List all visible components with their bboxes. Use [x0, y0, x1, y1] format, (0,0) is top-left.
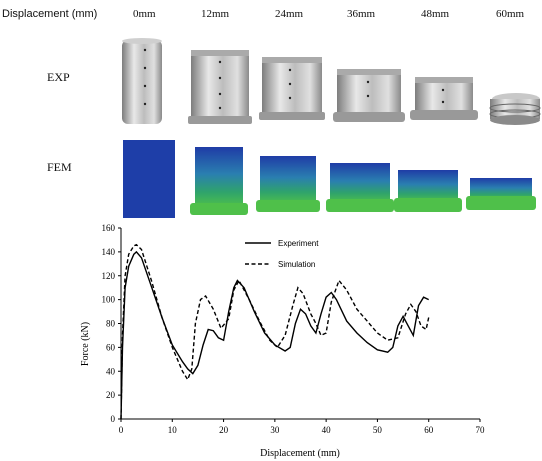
column-label-0mm: 0mm [133, 8, 156, 20]
exp-specimen-12mm [188, 50, 252, 124]
x-axis-label: Displacement (mm) [260, 448, 340, 459]
chart-series [120, 243, 430, 420]
x-tick-label: 60 [424, 425, 434, 435]
exp-specimen-0mm [122, 38, 162, 124]
exp-specimen-36mm [333, 69, 405, 122]
column-label-36mm: 36mm [347, 8, 376, 20]
exp-photos [122, 38, 541, 218]
x-tick-label: 40 [322, 425, 332, 435]
y-tick-label: 160 [102, 223, 116, 233]
legend-label-simulation: Simulation [278, 260, 315, 269]
y-axis-label: Force (kN) [80, 322, 91, 366]
chart-legend: Experiment Simulation [245, 239, 319, 269]
exp-specimen-24mm [259, 57, 325, 120]
x-tick-label: 50 [373, 425, 383, 435]
x-tick-label: 70 [476, 425, 486, 435]
fem-model-24mm [256, 156, 320, 212]
chart-axes [120, 228, 480, 420]
fem-model-12mm [190, 147, 248, 215]
chart-ticks: 0 10 20 30 40 50 60 70 0 20 40 60 80 100 120 140 160 [102, 223, 486, 435]
exp-specimen-60mm [489, 93, 541, 125]
y-tick-label: 60 [106, 342, 116, 352]
y-tick-label: 120 [102, 271, 116, 281]
displacement-header-title: Displacement (mm) [2, 8, 98, 20]
x-tick-label: 0 [119, 425, 124, 435]
y-tick-label: 140 [102, 247, 116, 257]
row-label-fem: FEM [47, 160, 72, 174]
column-label-24mm: 24mm [275, 8, 304, 20]
y-tick-label: 0 [111, 414, 116, 424]
legend-label-experiment: Experiment [278, 239, 319, 248]
exp-specimen-48mm [410, 77, 478, 120]
x-tick-label: 10 [168, 425, 178, 435]
column-label-48mm: 48mm [421, 8, 450, 20]
force-displacement-chart: 0 10 20 30 40 50 60 70 0 20 40 60 80 100 120 140 160 Exp… [80, 223, 486, 459]
y-tick-label: 80 [106, 319, 116, 329]
series-line-simulation [120, 243, 430, 420]
y-tick-label: 100 [102, 295, 116, 305]
x-tick-label: 20 [219, 425, 229, 435]
y-tick-label: 40 [106, 366, 116, 376]
x-tick-label: 30 [270, 425, 280, 435]
fem-model-36mm [326, 163, 394, 212]
row-label-exp: EXP [47, 70, 70, 84]
series-line-experiment [120, 250, 429, 420]
fem-model-0mm [123, 140, 175, 218]
fem-model-48mm [394, 170, 462, 212]
y-tick-label: 20 [106, 390, 116, 400]
column-label-60mm: 60mm [496, 8, 525, 20]
fem-model-60mm [466, 178, 536, 210]
column-label-12mm: 12mm [201, 8, 230, 20]
